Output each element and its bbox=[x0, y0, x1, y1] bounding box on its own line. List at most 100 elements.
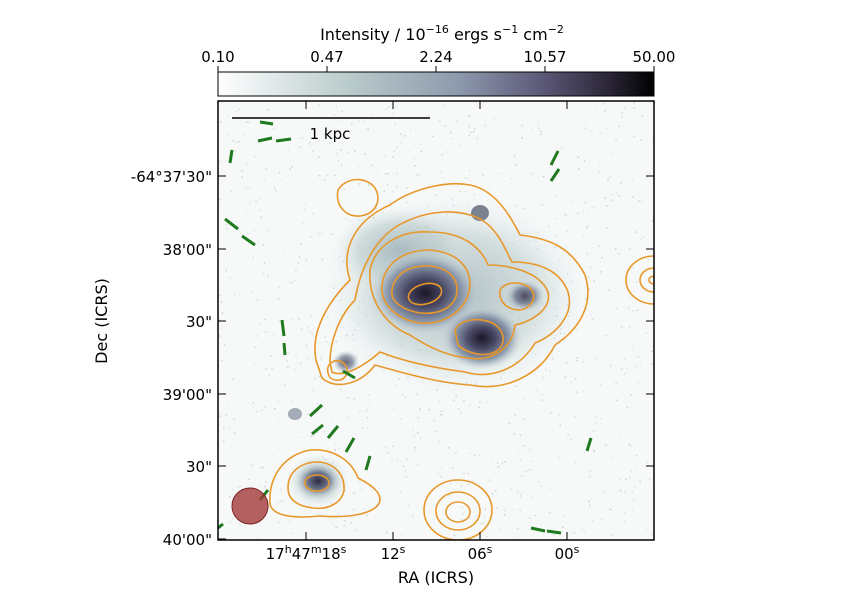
noise-speck bbox=[628, 326, 631, 329]
noise-speck bbox=[229, 521, 231, 523]
noise-speck bbox=[636, 454, 638, 457]
knot bbox=[288, 408, 302, 420]
noise-speck bbox=[221, 312, 223, 314]
noise-speck bbox=[367, 427, 369, 429]
noise-speck bbox=[621, 326, 623, 328]
noise-speck bbox=[222, 313, 224, 315]
contour bbox=[381, 249, 471, 324]
y-axis-label: Dec (ICRS) bbox=[92, 278, 111, 364]
noise-speck bbox=[312, 150, 314, 152]
noise-speck bbox=[229, 496, 231, 498]
noise-speck bbox=[225, 414, 228, 416]
vector bbox=[549, 168, 561, 182]
noise-speck bbox=[462, 513, 464, 515]
noise-speck bbox=[250, 465, 253, 467]
noise-speck bbox=[618, 253, 620, 255]
noise-speck bbox=[323, 179, 326, 181]
noise-speck bbox=[642, 236, 644, 238]
polarization-vectors bbox=[218, 120, 593, 535]
noise-speck bbox=[219, 319, 221, 322]
contour bbox=[304, 474, 330, 492]
noise-speck bbox=[510, 178, 512, 180]
noise-speck bbox=[299, 146, 302, 148]
noise-speck bbox=[402, 393, 404, 396]
contour bbox=[287, 461, 345, 510]
dec-tick-labels: -64°37'30" 38'00" 30" 39'00" 30" 40'00" bbox=[131, 168, 212, 549]
noise-speck bbox=[376, 172, 379, 175]
noise-speck bbox=[391, 458, 393, 460]
noise-speck bbox=[226, 228, 228, 230]
noise-speck bbox=[616, 382, 618, 384]
noise-speck bbox=[298, 318, 300, 320]
noise-speck bbox=[629, 476, 631, 479]
noise-speck bbox=[274, 408, 276, 410]
noise-speck bbox=[297, 262, 300, 265]
noise-speck bbox=[287, 366, 289, 369]
noise-speck bbox=[514, 414, 516, 416]
noise-speck bbox=[565, 362, 568, 364]
noise-speck bbox=[540, 417, 543, 419]
noise-speck bbox=[618, 195, 621, 197]
noise-speck bbox=[504, 461, 506, 463]
noise-speck bbox=[263, 428, 265, 430]
dec-tick-label: 40'00" bbox=[163, 531, 212, 549]
noise-speck bbox=[520, 495, 522, 497]
noise-speck bbox=[468, 125, 470, 128]
noise-speck bbox=[259, 323, 262, 325]
noise-speck bbox=[263, 273, 265, 275]
noise-speck bbox=[599, 133, 601, 135]
noise-speck bbox=[237, 486, 240, 488]
noise-speck bbox=[309, 144, 311, 146]
noise-speck bbox=[535, 390, 538, 392]
noise-speck bbox=[414, 446, 416, 449]
noise-speck bbox=[317, 231, 319, 233]
noise-speck bbox=[646, 176, 649, 178]
noise-speck bbox=[301, 137, 303, 139]
noise-speck bbox=[621, 116, 623, 119]
noise-speck bbox=[267, 274, 269, 277]
noise-speck bbox=[577, 212, 579, 214]
noise-speck bbox=[606, 205, 608, 207]
noise-speck bbox=[500, 173, 503, 175]
noise-speck bbox=[600, 518, 603, 520]
noise-speck bbox=[531, 127, 533, 129]
noise-speck bbox=[625, 478, 627, 480]
noise-speck bbox=[598, 162, 601, 164]
noise-speck bbox=[393, 408, 395, 410]
noise-speck bbox=[343, 187, 346, 190]
noise-speck bbox=[615, 248, 617, 250]
noise-speck bbox=[439, 120, 441, 122]
noise-speck bbox=[338, 448, 340, 450]
noise-speck bbox=[233, 106, 236, 108]
noise-speck bbox=[455, 120, 457, 122]
noise-speck bbox=[334, 449, 336, 451]
noise-speck bbox=[366, 128, 368, 131]
noise-speck bbox=[440, 171, 442, 174]
noise-speck bbox=[392, 156, 394, 158]
noise-speck bbox=[453, 534, 456, 537]
noise-speck bbox=[468, 134, 471, 136]
noise-speck bbox=[412, 514, 414, 517]
noise-speck bbox=[649, 479, 651, 481]
noise-speck bbox=[366, 417, 369, 419]
contour bbox=[498, 282, 535, 311]
noise-speck bbox=[612, 484, 615, 487]
noise-speck bbox=[294, 279, 296, 282]
noise-speck bbox=[513, 155, 516, 158]
noise-speck bbox=[612, 153, 614, 155]
noise-speck bbox=[634, 486, 636, 489]
noise-speck bbox=[521, 137, 523, 139]
noise-speck bbox=[561, 147, 563, 150]
noise-speck bbox=[393, 150, 396, 152]
noise-speck bbox=[576, 357, 578, 359]
noise-speck bbox=[610, 364, 612, 367]
vector bbox=[308, 403, 324, 418]
noise-speck bbox=[263, 179, 266, 181]
noise-speck bbox=[523, 445, 525, 447]
noise-speck bbox=[392, 112, 395, 115]
noise-speck bbox=[300, 328, 303, 330]
noise-speck bbox=[585, 121, 588, 123]
noise-speck bbox=[265, 481, 267, 483]
noise-speck bbox=[426, 131, 428, 134]
